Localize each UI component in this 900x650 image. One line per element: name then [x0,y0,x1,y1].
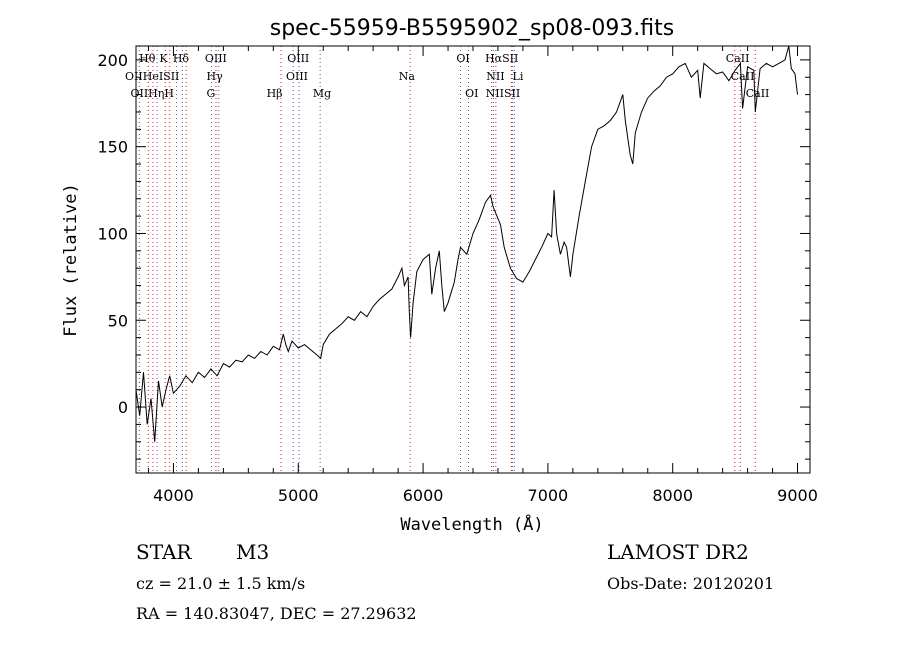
line-label: NII [486,70,504,83]
obs-date: Obs-Date: 20120201 [607,574,775,593]
line-label: Hθ [139,52,156,65]
line-label: K [159,52,168,65]
x-axis: 4000 5000 6000 7000 8000 9000 [147,46,818,505]
chart-title: spec-55959-B5595902_sp08-093.fits [270,16,675,41]
flux-series-line [135,45,798,442]
plot-frame [135,45,811,474]
line-label: CaII [726,52,750,65]
y-tick-label: 50 [108,311,128,330]
red-line-markers [147,46,756,473]
y-tick-label: 200 [97,51,128,70]
line-labels: Hθ K Hδ OIII OIII OI HαSII CaII OIIHeISII Hγ OIII N… [125,52,769,100]
line-label: HαSII [485,52,518,65]
redshift-cz: cz = 21.0 ± 1.5 km/s [136,574,306,593]
line-label: OIII [286,70,308,83]
y-axis: 0 50 100 150 200 [97,51,810,460]
survey-name: LAMOST DR2 [607,540,749,564]
line-label: Hδ [173,52,190,65]
x-axis-label: Wavelength (Å) [400,513,543,535]
line-label: OI [456,52,469,65]
line-label: OIIHeISII [125,70,179,83]
x-tick-label: 7000 [528,486,569,505]
x-tick-label: 4000 [153,486,194,505]
x-tick-label: 6000 [403,486,444,505]
line-label: OIIHηH [130,87,173,100]
y-tick-label: 150 [97,138,128,157]
line-label: Hγ [207,70,224,83]
y-axis-label: Flux (relative) [61,183,81,337]
coordinates: RA = 140.83047, DEC = 27.29632 [136,604,417,623]
y-tick-label: 0 [118,398,128,417]
line-label: G [206,87,215,100]
y-tick-label: 100 [97,224,128,243]
line-label: Mg [313,87,331,100]
line-label: OIII [205,52,227,65]
line-label: Na [399,70,416,83]
x-tick-label: 9000 [777,486,818,505]
x-tick-label: 8000 [652,486,693,505]
line-label: Hβ [267,87,283,100]
x-tick-label: 5000 [278,486,319,505]
line-label: OIII [287,52,309,65]
line-label: CaII [731,70,755,83]
line-label: Li [513,70,524,83]
object-subclass: M3 [236,540,270,564]
line-label: OI [465,87,478,100]
line-label: NIISII [486,87,521,100]
object-class: STAR [136,540,192,564]
